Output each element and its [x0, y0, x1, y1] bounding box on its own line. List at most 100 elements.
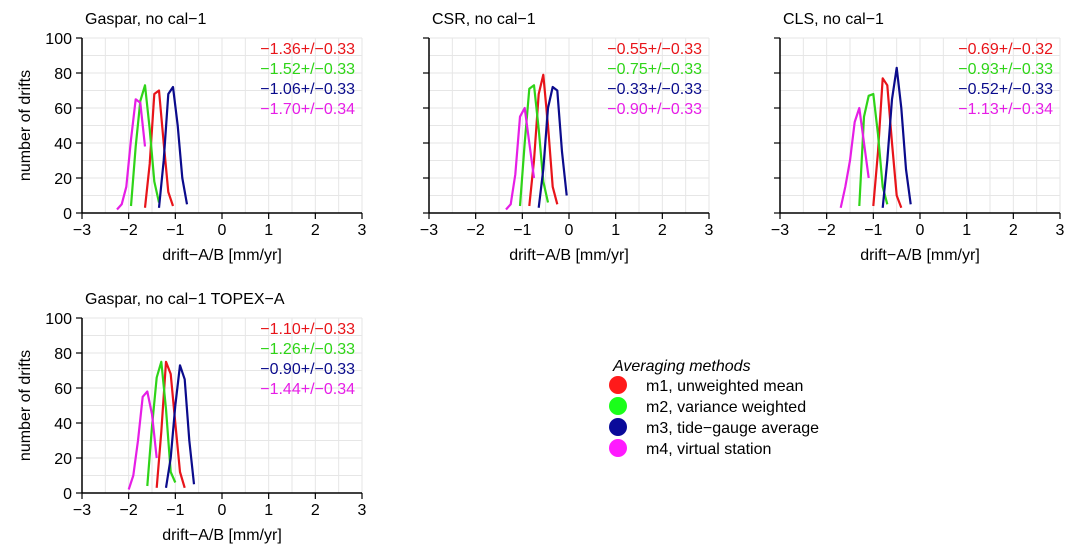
y-tick-label: 60: [54, 101, 72, 118]
y-axis-label: number of drifts: [17, 350, 34, 461]
series-line-m3: [157, 85, 189, 208]
stat-annotation-m2: −0.75+/−0.33: [607, 61, 702, 78]
x-tick-label: 2: [1009, 222, 1018, 239]
legend-label-m1: m1, unweighted mean: [646, 378, 803, 395]
legend-item-m3: m3, tide−gauge average: [609, 418, 819, 437]
stat-annotation-m2: −0.93+/−0.33: [958, 61, 1053, 78]
stat-annotation-m3: −0.33+/−0.33: [607, 81, 702, 98]
x-tick-label: 3: [358, 222, 367, 239]
y-tick-label: 0: [63, 486, 72, 503]
series-line-m4: [116, 98, 147, 211]
series-line-m4: [839, 106, 870, 209]
chart-panel-2: −3 −2 −1 0 1 2 3 CSR, no cal−1 drift−A/B [mm/yr]…: [420, 11, 714, 264]
legend-label-m2: m2, variance weighted: [646, 399, 806, 416]
series-line-m2: [129, 84, 161, 207]
x-tick-label: −2: [120, 502, 138, 519]
stat-annotation-m4: −1.44+/−0.34: [260, 381, 355, 398]
x-axis-label: drift−A/B [mm/yr]: [162, 247, 282, 264]
panel-title: Gaspar, no cal−1: [85, 11, 207, 28]
y-tick-label: 60: [54, 381, 72, 398]
x-tick-label: 0: [218, 502, 227, 519]
panel-title: CLS, no cal−1: [783, 11, 884, 28]
x-tick-label: 2: [658, 222, 667, 239]
x-tick-label: −1: [166, 222, 184, 239]
stat-annotation-m4: −1.70+/−0.34: [260, 101, 355, 118]
y-tick-label: 20: [54, 451, 72, 468]
y-tick-label: 40: [54, 136, 72, 153]
x-tick-label: 0: [565, 222, 574, 239]
legend-item-m4: m4, virtual station: [609, 439, 771, 458]
stat-annotation-m1: −1.36+/−0.33: [260, 41, 355, 58]
legend-item-m1: m1, unweighted mean: [609, 376, 803, 395]
series-line-m1: [155, 360, 186, 489]
panel-title: CSR, no cal−1: [432, 11, 536, 28]
legend-item-m2: m2, variance weighted: [609, 397, 806, 416]
legend-marker-m4: [609, 439, 627, 457]
series-line-m2: [146, 360, 177, 487]
x-tick-label: 3: [1056, 222, 1065, 239]
x-axis-label: drift−A/B [mm/yr]: [162, 527, 282, 544]
stat-annotation-m1: −0.69+/−0.32: [958, 41, 1053, 58]
x-axis-label: drift−A/B [mm/yr]: [860, 247, 980, 264]
series-line-m1: [872, 77, 903, 209]
legend: Averaging methods m1, unweighted mean m2…: [609, 358, 819, 458]
x-tick-label: −1: [513, 222, 531, 239]
legend-marker-m3: [609, 418, 627, 436]
x-axis-label: drift−A/B [mm/yr]: [509, 247, 629, 264]
series-line-m4: [505, 106, 536, 211]
legend-marker-m1: [609, 376, 627, 394]
x-tick-label: 1: [264, 222, 273, 239]
x-tick-label: 3: [705, 222, 714, 239]
x-tick-label: −3: [73, 502, 91, 519]
x-tick-label: −1: [864, 222, 882, 239]
stat-annotation-m4: −0.90+/−0.33: [607, 101, 702, 118]
x-tick-label: −3: [420, 222, 438, 239]
x-tick-label: −2: [818, 222, 836, 239]
x-tick-label: −3: [771, 222, 789, 239]
x-tick-label: 2: [311, 222, 320, 239]
series-line-m4: [127, 390, 158, 490]
stat-annotation-m1: −0.55+/−0.33: [607, 41, 702, 58]
chart-panel-3: −3 −2 −1 0 1 2 3 CLS, no cal−1 drift−A/B [mm/yr]…: [771, 11, 1065, 264]
y-tick-label: 80: [54, 66, 72, 83]
x-tick-label: 0: [218, 222, 227, 239]
stat-annotation-m1: −1.10+/−0.33: [260, 321, 355, 338]
legend-label-m4: m4, virtual station: [646, 441, 771, 458]
stat-annotation-m3: −0.90+/−0.33: [260, 361, 355, 378]
x-tick-label: 0: [916, 222, 925, 239]
stat-annotation-m2: −1.26+/−0.33: [260, 341, 355, 358]
y-tick-label: 80: [54, 346, 72, 363]
y-axis-label: number of drifts: [17, 70, 34, 181]
legend-marker-m2: [609, 397, 627, 415]
series-line-m3: [537, 85, 568, 208]
series-line-m1: [528, 73, 559, 207]
chart-panel-1: −3 −2 −1 0 1 2 3 0 20 40 60 80 100 Gaspar, no cal−1 dr…: [17, 11, 367, 264]
x-tick-label: 1: [264, 502, 273, 519]
stat-annotation-m3: −0.52+/−0.33: [958, 81, 1053, 98]
y-tick-label: 100: [45, 311, 72, 328]
legend-label-m3: m3, tide−gauge average: [646, 420, 819, 437]
y-tick-label: 40: [54, 416, 72, 433]
x-tick-label: −2: [467, 222, 485, 239]
y-tick-label: 20: [54, 171, 72, 188]
series-line-m2: [518, 84, 550, 207]
stat-annotation-m2: −1.52+/−0.33: [260, 61, 355, 78]
stat-annotation-m4: −1.13+/−0.34: [958, 101, 1053, 118]
series-line-m3: [881, 66, 912, 208]
x-tick-label: 1: [962, 222, 971, 239]
x-tick-label: −1: [166, 502, 184, 519]
legend-title: Averaging methods: [612, 358, 751, 375]
x-tick-label: −2: [120, 222, 138, 239]
stat-annotation-m3: −1.06+/−0.33: [260, 81, 355, 98]
x-tick-label: −3: [73, 222, 91, 239]
series-line-m1: [143, 89, 175, 208]
y-tick-label: 0: [63, 206, 72, 223]
y-tick-label: 100: [45, 31, 72, 48]
x-tick-label: 3: [358, 502, 367, 519]
x-tick-label: 1: [611, 222, 620, 239]
chart-panel-4: −3 −2 −1 0 1 2 3 0 20 40 60 80 100 Gaspar, no cal−1 T…: [17, 291, 367, 544]
panel-title: Gaspar, no cal−1 TOPEX−A: [85, 291, 285, 308]
series-line-m2: [858, 92, 889, 207]
